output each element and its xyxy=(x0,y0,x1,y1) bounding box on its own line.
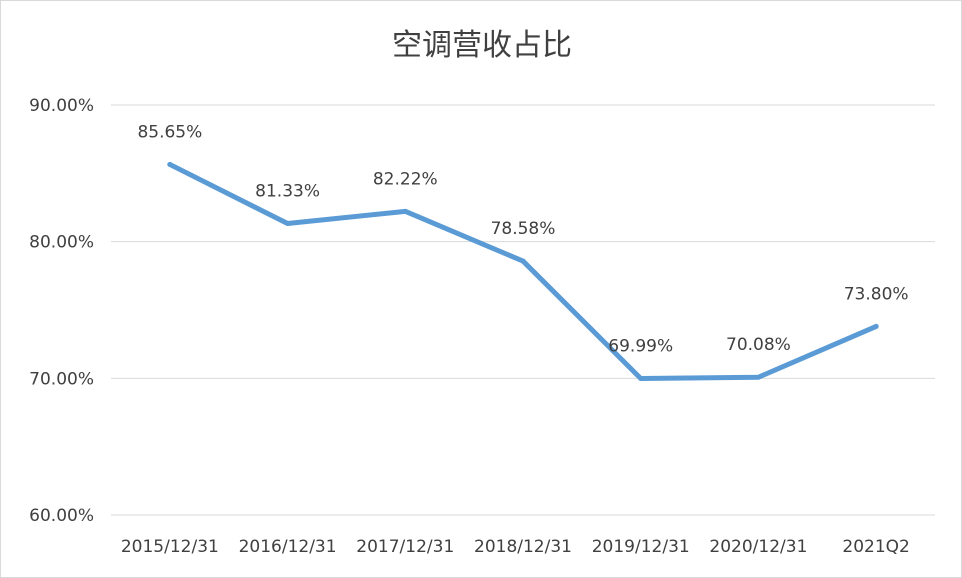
data-label: 85.65% xyxy=(137,122,202,142)
data-point xyxy=(520,258,526,264)
y-tick-label: 80.00% xyxy=(29,233,94,253)
data-point xyxy=(873,323,879,329)
gridlines xyxy=(111,104,935,516)
x-tick-label: 2015/12/31 xyxy=(121,537,219,557)
data-label: 70.08% xyxy=(726,335,791,355)
data-point xyxy=(285,220,291,226)
x-tick-label: 2018/12/31 xyxy=(474,537,572,557)
x-tick-label: 2019/12/31 xyxy=(592,537,690,557)
data-label: 82.22% xyxy=(373,169,438,189)
data-point xyxy=(167,161,173,167)
data-labels: 85.65% 81.33% 82.22% 78.58% 69.99% 70.08% 73.8… xyxy=(137,122,908,356)
x-tick-label: 2017/12/31 xyxy=(356,537,454,557)
chart-title: 空调营收占比 xyxy=(392,28,572,63)
data-label: 69.99% xyxy=(608,336,673,356)
x-axis: 2015/12/31 2016/12/31 2017/12/31 2018/12/31… xyxy=(121,537,910,557)
data-point xyxy=(755,374,761,380)
data-point xyxy=(638,375,644,381)
series-line xyxy=(167,161,879,381)
y-tick-label: 70.00% xyxy=(29,369,94,389)
x-tick-label: 2021Q2 xyxy=(842,537,909,557)
x-tick-label: 2016/12/31 xyxy=(239,537,337,557)
data-point xyxy=(402,208,408,214)
y-tick-label: 90.00% xyxy=(29,96,94,116)
y-axis: 90.00% 80.00% 70.00% 60.00% xyxy=(29,96,94,526)
x-tick-label: 2020/12/31 xyxy=(709,537,807,557)
data-label: 73.80% xyxy=(844,284,909,304)
y-tick-label: 60.00% xyxy=(29,506,94,526)
data-label: 81.33% xyxy=(255,181,320,201)
data-label: 78.58% xyxy=(491,219,556,239)
